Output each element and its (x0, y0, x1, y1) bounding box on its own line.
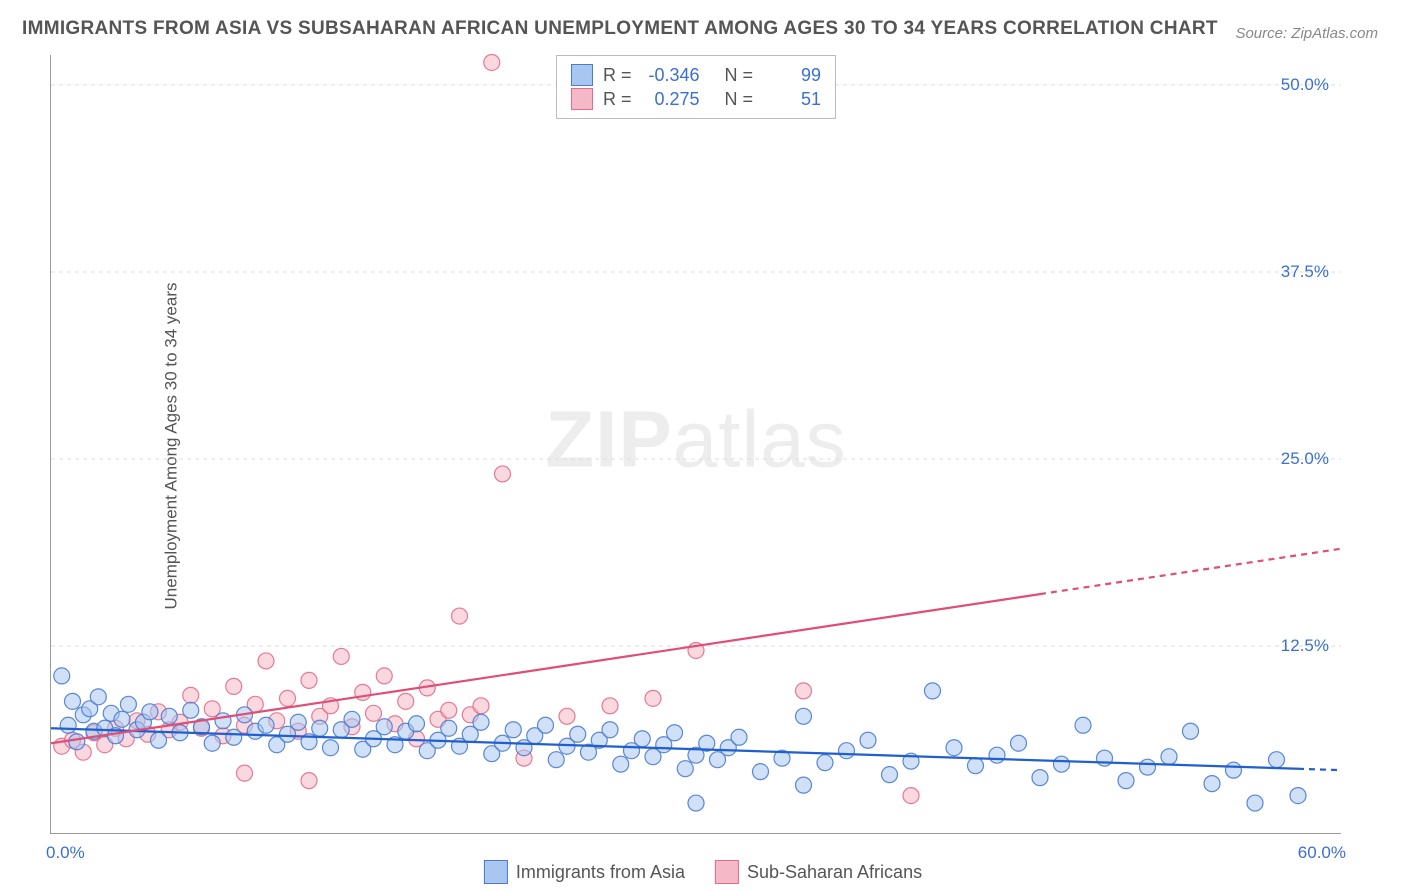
stats-row-subsaharan: R = 0.275 N = 51 (571, 88, 821, 110)
legend-label-asia: Immigrants from Asia (516, 862, 685, 883)
y-tick-label: 37.5% (1281, 262, 1329, 282)
stats-row-asia: R = -0.346 N = 99 (571, 64, 821, 86)
r-value-subsaharan: 0.275 (641, 89, 699, 110)
legend-swatch-subsaharan (715, 860, 739, 884)
stats-swatch-subsaharan (571, 88, 593, 110)
y-tick-label: 50.0% (1281, 75, 1329, 95)
x-tick-0: 0.0% (46, 843, 85, 863)
legend-item-subsaharan: Sub-Saharan Africans (715, 860, 922, 884)
x-tick-60: 60.0% (1298, 843, 1346, 863)
source-attribution: Source: ZipAtlas.com (1235, 25, 1378, 42)
stats-swatch-asia (571, 64, 593, 86)
plot-area: ZIPatlas R = -0.346 N = 99 R = 0.275 N =… (50, 55, 1341, 834)
chart-title: IMMIGRANTS FROM ASIA VS SUBSAHARAN AFRIC… (22, 18, 1218, 40)
stats-box: R = -0.346 N = 99 R = 0.275 N = 51 (556, 55, 836, 119)
n-value-subsaharan: 51 (763, 89, 821, 110)
legend-label-subsaharan: Sub-Saharan Africans (747, 862, 922, 883)
n-label: N = (725, 65, 754, 86)
legend-swatch-asia (484, 860, 508, 884)
r-label-2: R = (603, 89, 632, 110)
n-value-asia: 99 (763, 65, 821, 86)
r-label: R = (603, 65, 632, 86)
y-tick-label: 25.0% (1281, 449, 1329, 469)
n-label-2: N = (725, 89, 754, 110)
legend-item-asia: Immigrants from Asia (484, 860, 685, 884)
r-value-asia: -0.346 (641, 65, 699, 86)
chart-svg (51, 55, 1341, 833)
bottom-legend: Immigrants from Asia Sub-Saharan African… (484, 860, 922, 884)
y-tick-label: 12.5% (1281, 636, 1329, 656)
